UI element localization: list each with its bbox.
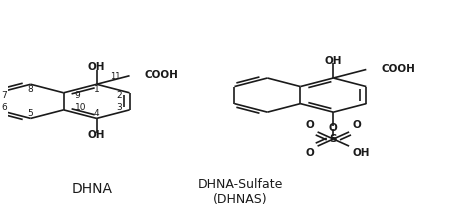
Text: O: O (329, 123, 337, 133)
Text: DHNA: DHNA (72, 182, 112, 196)
Text: O: O (305, 148, 314, 158)
Text: DHNA-Sulfate: DHNA-Sulfate (198, 178, 283, 191)
Text: 5: 5 (28, 109, 34, 118)
Text: COOH: COOH (381, 64, 415, 74)
Text: 4: 4 (94, 109, 100, 118)
Text: OH: OH (325, 56, 342, 66)
Text: 2: 2 (117, 91, 122, 100)
Text: OH: OH (88, 130, 105, 141)
Text: 1: 1 (94, 85, 100, 94)
Text: 10: 10 (75, 103, 86, 112)
Text: O: O (353, 120, 362, 130)
Text: 6: 6 (1, 103, 7, 112)
Text: OH: OH (88, 62, 105, 72)
Text: 9: 9 (75, 91, 81, 100)
Text: 8: 8 (28, 85, 34, 94)
Text: S: S (329, 134, 337, 144)
Text: (DHNAS): (DHNAS) (213, 193, 268, 206)
Text: 11: 11 (110, 72, 121, 81)
Text: COOH: COOH (145, 70, 178, 80)
Text: O: O (305, 120, 314, 130)
Text: 3: 3 (117, 103, 122, 112)
Text: 7: 7 (1, 91, 7, 100)
Text: OH: OH (353, 148, 370, 158)
